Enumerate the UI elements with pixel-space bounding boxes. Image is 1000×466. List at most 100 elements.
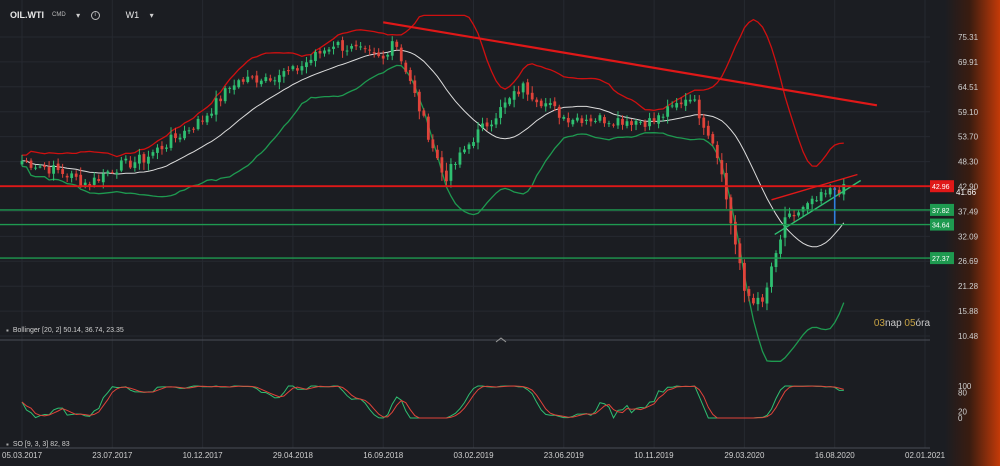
candle-body (309, 59, 313, 63)
time-axis: 05.03.2017 23.07.2017 10.12.2017 29.04.2018… (2, 451, 946, 460)
candle-body (440, 157, 444, 173)
countdown-hours: 05 (904, 318, 916, 329)
symbol-subtitle: CMD (52, 12, 66, 18)
candle-body (648, 118, 651, 127)
candle-body (557, 106, 561, 118)
candle-body (512, 91, 516, 100)
stochastic-values: SO [9, 3, 3] 82, 83 (12, 441, 70, 448)
candle-body (119, 160, 123, 171)
candle-body (268, 78, 272, 81)
wedge-upper-line (771, 173, 858, 201)
candle-body (196, 118, 200, 130)
indicator-settings-icon[interactable]: ▪ (6, 326, 9, 335)
candle-body (815, 200, 819, 202)
candle-body (259, 80, 263, 85)
collapse-panel-icon[interactable] (495, 337, 507, 343)
candle-body (553, 101, 557, 107)
candle-body (548, 103, 552, 105)
candle-body (241, 79, 245, 82)
candle-body (562, 116, 566, 119)
time-axis-tick: 23.07.2017 (92, 451, 133, 460)
stochastic-axis-tick: 100 (958, 382, 972, 391)
candle-body (34, 167, 37, 169)
candle-body (79, 174, 83, 186)
indicator-settings-icon[interactable]: ▪ (6, 440, 9, 449)
candle-body (61, 169, 65, 174)
candle-body (232, 85, 236, 90)
candle-body (282, 71, 286, 77)
candle-body (25, 160, 28, 162)
price-axis-tick: 59.10 (958, 108, 979, 117)
candle-body (603, 117, 606, 124)
level-tag (930, 203, 954, 216)
candle-body (291, 66, 295, 70)
candle-body (318, 50, 322, 54)
trendlines (383, 21, 878, 236)
level-tag-label: 37.82 (932, 208, 950, 215)
stochastic-d (21, 385, 844, 419)
candle-body (124, 158, 128, 161)
time-axis-tick: 16.09.2018 (363, 451, 404, 460)
candle-body (408, 70, 412, 81)
candle-body (65, 175, 69, 178)
candle-body (201, 120, 204, 122)
candle-body (652, 118, 656, 123)
candle-body (214, 98, 218, 115)
price-axis-tick: 53.70 (958, 133, 979, 142)
candle-body (386, 54, 390, 57)
time-axis-tick: 10.11.2019 (634, 451, 674, 460)
level-tag-label: 42.96 (932, 184, 950, 191)
candle-body (634, 120, 638, 125)
level-tag-label: 34.64 (932, 223, 950, 230)
chevron-down-icon[interactable]: ▾ (149, 10, 154, 20)
candle-body (499, 107, 502, 118)
candle-body (675, 103, 679, 108)
candle-body (314, 51, 317, 61)
candle-body (277, 75, 281, 83)
candle-body (43, 165, 46, 168)
candle-body (381, 55, 385, 59)
time-axis-tick: 29.04.2018 (273, 451, 314, 460)
candle-body (630, 121, 633, 125)
candle-body (580, 118, 584, 123)
level-tag (930, 252, 954, 265)
candle-body (566, 117, 570, 123)
candle-body (792, 214, 796, 217)
candle-body (56, 163, 60, 170)
candle-body (435, 149, 439, 159)
candle-body (377, 52, 381, 57)
chevron-down-icon[interactable]: ▾ (76, 10, 81, 20)
candle-body (305, 62, 308, 68)
candle-body (824, 193, 828, 195)
price-axis-tick: 64.51 (958, 83, 979, 92)
candle-body (156, 147, 159, 153)
info-icon[interactable]: i (90, 10, 100, 20)
panel-separators (0, 339, 930, 449)
candle-body (205, 115, 209, 123)
timeframe-label[interactable]: W1 (125, 10, 140, 20)
candle-body (526, 82, 530, 95)
price-axis-tick: 48.30 (958, 158, 979, 167)
candle-body (83, 182, 87, 186)
bollinger-lower (21, 64, 845, 362)
candle-body (142, 154, 146, 163)
candle-body (539, 100, 543, 107)
candle-body (621, 118, 624, 125)
candle-body (417, 91, 421, 112)
candle-body (219, 98, 223, 102)
candle-body (625, 121, 629, 126)
stochastic-axis-tick: 20 (958, 408, 967, 417)
candle-body (74, 173, 78, 177)
candle-body (733, 221, 737, 245)
candle-body (819, 192, 823, 201)
candle-body (517, 91, 521, 95)
candle-body (115, 172, 119, 175)
symbol-label[interactable]: OIL.WTI (10, 10, 44, 20)
candle-body (788, 213, 791, 217)
stochastic-lines (21, 385, 844, 420)
edge-glow (945, 0, 1000, 466)
candle-body (192, 128, 195, 130)
candle-body (661, 116, 665, 118)
